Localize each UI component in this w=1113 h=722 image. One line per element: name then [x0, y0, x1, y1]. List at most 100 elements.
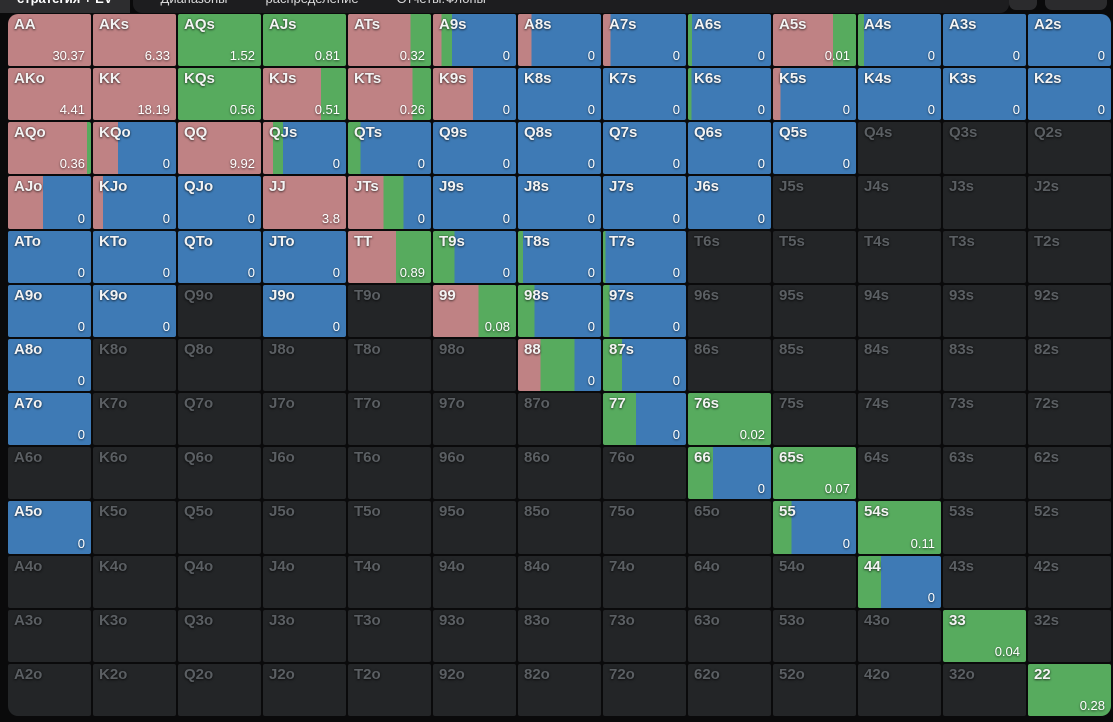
hand-cell-Q2s[interactable]: Q2s — [1028, 122, 1111, 175]
hand-cell-82s[interactable]: 82s — [1028, 338, 1111, 392]
hand-cell-JTo[interactable]: JTo 0 — [263, 230, 346, 283]
hand-cell-T2s[interactable]: T2s — [1028, 230, 1111, 283]
hand-cell-Q5s[interactable]: Q5s 0 — [773, 122, 856, 175]
hand-cell-A5s[interactable]: A5s 0.01 — [773, 14, 856, 67]
hand-cell-J9o[interactable]: J9o 0 — [263, 284, 346, 337]
hand-cell-99[interactable]: 99 0.08 — [433, 284, 516, 337]
hand-cell-K2s[interactable]: K2s 0 — [1028, 68, 1111, 121]
hand-cell-J5s[interactable]: J5s — [773, 176, 856, 229]
hand-cell-43s[interactable]: 43s — [943, 555, 1026, 608]
hand-cell-Q9s[interactable]: Q9s 0 — [433, 122, 516, 175]
hand-cell-98s[interactable]: 98s 0 — [518, 284, 601, 337]
hand-cell-Q5o[interactable]: Q5o — [178, 501, 261, 554]
hand-cell-82o[interactable]: 82o — [518, 663, 601, 716]
hand-cell-A4o[interactable]: A4o — [8, 555, 91, 608]
hand-cell-AQo[interactable]: AQo 0.36 — [8, 122, 91, 175]
hand-cell-A2s[interactable]: A2s 0 — [1028, 14, 1111, 67]
hand-cell-Q7o[interactable]: Q7o — [178, 393, 261, 446]
hand-cell-K6o[interactable]: K6o — [93, 447, 176, 500]
hand-cell-K6s[interactable]: K6s 0 — [688, 68, 771, 121]
hand-cell-Q9o[interactable]: Q9o — [178, 284, 261, 337]
hand-cell-A2o[interactable]: A2o — [8, 663, 91, 716]
hand-cell-97o[interactable]: 97o — [433, 393, 516, 446]
hand-cell-J3s[interactable]: J3s — [943, 176, 1026, 229]
hand-cell-32s[interactable]: 32s — [1028, 609, 1111, 662]
hand-cell-Q8s[interactable]: Q8s 0 — [518, 122, 601, 175]
hand-cell-87s[interactable]: 87s 0 — [603, 338, 686, 392]
hand-cell-AA[interactable]: AA 30.37 — [8, 14, 91, 67]
hand-cell-74s[interactable]: 74s — [858, 393, 941, 446]
hand-cell-84o[interactable]: 84o — [518, 555, 601, 608]
hand-cell-87o[interactable]: 87o — [518, 393, 601, 446]
hand-cell-J8s[interactable]: J8s 0 — [518, 176, 601, 229]
hand-cell-93o[interactable]: 93o — [433, 609, 516, 662]
hand-cell-Q8o[interactable]: Q8o — [178, 338, 261, 392]
hand-cell-QJo[interactable]: QJo 0 — [178, 176, 261, 229]
hand-cell-42o[interactable]: 42o — [858, 663, 941, 716]
hand-cell-AQs[interactable]: AQs 1.52 — [178, 14, 261, 67]
hand-cell-92s[interactable]: 92s — [1028, 284, 1111, 337]
hand-cell-72o[interactable]: 72o — [603, 663, 686, 716]
hand-cell-K4s[interactable]: K4s 0 — [858, 68, 941, 121]
hand-cell-94o[interactable]: 94o — [433, 555, 516, 608]
hand-cell-K8s[interactable]: K8s 0 — [518, 68, 601, 121]
hand-cell-65o[interactable]: 65o — [688, 501, 771, 554]
hand-cell-42s[interactable]: 42s — [1028, 555, 1111, 608]
hand-cell-T9s[interactable]: T9s 0 — [433, 230, 516, 283]
hand-cell-KJs[interactable]: KJs 0.51 — [263, 68, 346, 121]
hand-cell-86s[interactable]: 86s — [688, 338, 771, 392]
hand-cell-55[interactable]: 55 0 — [773, 501, 856, 554]
hand-cell-A7s[interactable]: A7s 0 — [603, 14, 686, 67]
hand-cell-QJs[interactable]: QJs 0 — [263, 122, 346, 175]
hand-cell-J8o[interactable]: J8o — [263, 338, 346, 392]
hand-cell-J2s[interactable]: J2s — [1028, 176, 1111, 229]
hand-cell-53o[interactable]: 53o — [773, 609, 856, 662]
hand-cell-63s[interactable]: 63s — [943, 447, 1026, 500]
hand-cell-T3o[interactable]: T3o — [348, 609, 431, 662]
tab-reports-flops[interactable]: Отчеты:Флопы — [397, 0, 486, 6]
hand-cell-A5o[interactable]: A5o 0 — [8, 501, 91, 554]
hand-cell-QTs[interactable]: QTs 0 — [348, 122, 431, 175]
hand-cell-22[interactable]: 22 0.28 — [1028, 663, 1111, 716]
hand-cell-J7s[interactable]: J7s 0 — [603, 176, 686, 229]
hand-cell-73o[interactable]: 73o — [603, 609, 686, 662]
hand-cell-33[interactable]: 33 0.04 — [943, 609, 1026, 662]
hand-cell-K7s[interactable]: K7s 0 — [603, 68, 686, 121]
hand-cell-96o[interactable]: 96o — [433, 447, 516, 500]
hand-cell-T3s[interactable]: T3s — [943, 230, 1026, 283]
hand-cell-85o[interactable]: 85o — [518, 501, 601, 554]
hand-cell-77[interactable]: 77 0 — [603, 393, 686, 446]
hand-cell-T9o[interactable]: T9o — [348, 284, 431, 337]
hand-cell-84s[interactable]: 84s — [858, 338, 941, 392]
hand-cell-86o[interactable]: 86o — [518, 447, 601, 500]
hand-cell-ATs[interactable]: ATs 0.32 — [348, 14, 431, 67]
hand-cell-KJo[interactable]: KJo 0 — [93, 176, 176, 229]
hand-cell-K9s[interactable]: K9s 0 — [433, 68, 516, 121]
hand-cell-Q2o[interactable]: Q2o — [178, 663, 261, 716]
hand-cell-AJo[interactable]: AJo 0 — [8, 176, 91, 229]
hand-cell-66[interactable]: 66 0 — [688, 447, 771, 500]
hand-cell-A8o[interactable]: A8o 0 — [8, 338, 91, 392]
hand-cell-J7o[interactable]: J7o — [263, 393, 346, 446]
hand-cell-K5s[interactable]: K5s 0 — [773, 68, 856, 121]
hand-cell-J6s[interactable]: J6s 0 — [688, 176, 771, 229]
hand-cell-64o[interactable]: 64o — [688, 555, 771, 608]
hand-cell-T6o[interactable]: T6o — [348, 447, 431, 500]
hand-cell-92o[interactable]: 92o — [433, 663, 516, 716]
hand-cell-98o[interactable]: 98o — [433, 338, 516, 392]
hand-cell-T4o[interactable]: T4o — [348, 555, 431, 608]
hand-cell-J3o[interactable]: J3o — [263, 609, 346, 662]
hand-cell-KK[interactable]: KK 18.19 — [93, 68, 176, 121]
hand-cell-95o[interactable]: 95o — [433, 501, 516, 554]
hand-cell-K4o[interactable]: K4o — [93, 555, 176, 608]
hand-cell-62o[interactable]: 62o — [688, 663, 771, 716]
hand-cell-T4s[interactable]: T4s — [858, 230, 941, 283]
hand-cell-62s[interactable]: 62s — [1028, 447, 1111, 500]
hand-cell-K3o[interactable]: K3o — [93, 609, 176, 662]
hand-cell-A7o[interactable]: A7o 0 — [8, 393, 91, 446]
hand-cell-44[interactable]: 44 0 — [858, 555, 941, 608]
hand-cell-J2o[interactable]: J2o — [263, 663, 346, 716]
tab-ranges[interactable]: Диапазоны — [161, 0, 228, 6]
hand-cell-73s[interactable]: 73s — [943, 393, 1026, 446]
hand-cell-97s[interactable]: 97s 0 — [603, 284, 686, 337]
